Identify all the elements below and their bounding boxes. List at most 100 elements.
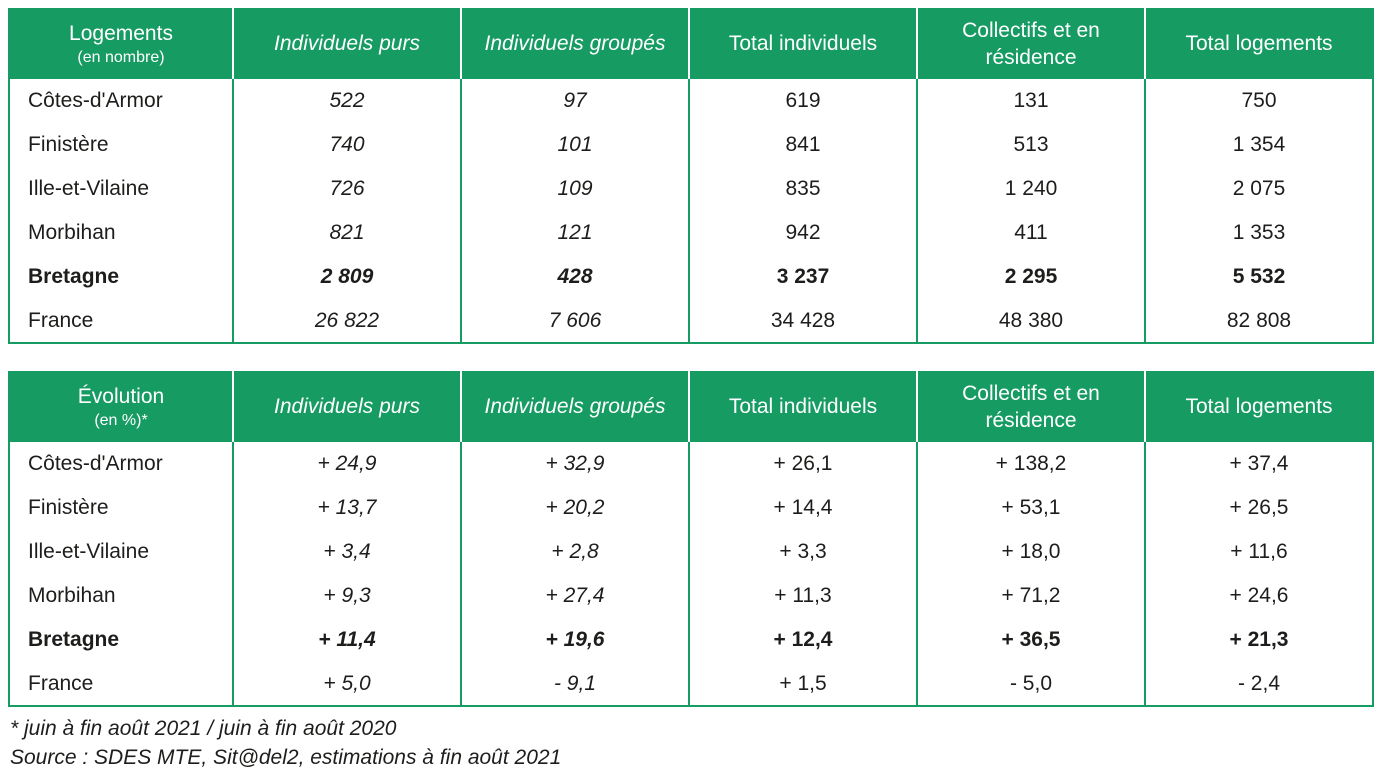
value-cell: + 11,3 — [688, 574, 917, 618]
value-cell: + 32,9 — [460, 442, 689, 486]
value-cell: 34 428 — [688, 299, 917, 343]
value-cell: 1 240 — [916, 167, 1145, 211]
value-cell: + 138,2 — [916, 442, 1145, 486]
value-cell: 101 — [460, 123, 689, 167]
value-cell: 121 — [460, 211, 689, 255]
column-header-individuels-groupes: Individuels groupés — [460, 372, 689, 442]
footnote-period: * juin à fin août 2021 / juin à fin août… — [10, 717, 397, 740]
table-row: France 26 822 7 606 34 428 48 380 82 808 — [9, 299, 1373, 343]
table-row: Ille-et-Vilaine 726 109 835 1 240 2 075 — [9, 167, 1373, 211]
column-header-total-logements: Total logements — [1144, 372, 1373, 442]
value-cell: 109 — [460, 167, 689, 211]
row-label: France — [9, 299, 233, 343]
evolution-table: Évolution (en %)* Individuels purs Indiv… — [8, 371, 1374, 707]
value-cell: + 37,4 — [1144, 442, 1373, 486]
table-row: Ille-et-Vilaine + 3,4 + 2,8 + 3,3 + 18,0… — [9, 530, 1373, 574]
row-label: Bretagne — [9, 255, 233, 299]
value-cell: + 24,6 — [1144, 574, 1373, 618]
value-cell: 513 — [916, 123, 1145, 167]
row-label: France — [9, 662, 233, 706]
row-label: Côtes-d'Armor — [9, 442, 233, 486]
value-cell: + 19,6 — [460, 618, 689, 662]
value-cell: + 14,4 — [688, 486, 917, 530]
row-label: Bretagne — [9, 618, 233, 662]
value-cell: + 36,5 — [916, 618, 1145, 662]
column-header-total-individuels: Total individuels — [688, 372, 917, 442]
table-row: Côtes-d'Armor + 24,9 + 32,9 + 26,1 + 138… — [9, 442, 1373, 486]
value-cell: 1 353 — [1144, 211, 1373, 255]
table-row: Finistère 740 101 841 513 1 354 — [9, 123, 1373, 167]
value-cell: 131 — [916, 79, 1145, 123]
value-cell: 2 075 — [1144, 167, 1373, 211]
value-cell: 82 808 — [1144, 299, 1373, 343]
column-header-individuels-purs: Individuels purs — [232, 9, 461, 79]
value-cell: + 11,4 — [232, 618, 461, 662]
value-cell: 841 — [688, 123, 917, 167]
value-cell: + 13,7 — [232, 486, 461, 530]
row-label: Finistère — [9, 123, 233, 167]
value-cell: 726 — [232, 167, 461, 211]
table-row: Finistère + 13,7 + 20,2 + 14,4 + 53,1 + … — [9, 486, 1373, 530]
row-label: Ille-et-Vilaine — [9, 530, 233, 574]
value-cell: - 9,1 — [460, 662, 689, 706]
column-header-total-logements: Total logements — [1144, 9, 1373, 79]
value-cell: + 9,3 — [232, 574, 461, 618]
column-header-collectifs: Collectifs et en résidence — [916, 9, 1145, 79]
column-header-individuels-groupes: Individuels groupés — [460, 9, 689, 79]
value-cell: + 24,9 — [232, 442, 461, 486]
table-row: France + 5,0 - 9,1 + 1,5 - 5,0 - 2,4 — [9, 662, 1373, 706]
table-row: Morbihan 821 121 942 411 1 353 — [9, 211, 1373, 255]
header-row: Logements (en nombre) Individuels purs I… — [9, 9, 1373, 79]
value-cell: 26 822 — [232, 299, 461, 343]
value-cell: 7 606 — [460, 299, 689, 343]
value-cell: + 27,4 — [460, 574, 689, 618]
value-cell: 522 — [232, 79, 461, 123]
value-cell: 3 237 — [688, 255, 917, 299]
value-cell: + 71,2 — [916, 574, 1145, 618]
value-cell: + 26,1 — [688, 442, 917, 486]
value-cell: 1 354 — [1144, 123, 1373, 167]
value-cell: + 53,1 — [916, 486, 1145, 530]
value-cell: - 5,0 — [916, 662, 1145, 706]
table-subtitle: (en %)* — [94, 411, 148, 429]
table-row-bretagne: Bretagne 2 809 428 3 237 2 295 5 532 — [9, 255, 1373, 299]
table-row-bretagne: Bretagne + 11,4 + 19,6 + 12,4 + 36,5 + 2… — [9, 618, 1373, 662]
value-cell: + 1,5 — [688, 662, 917, 706]
value-cell: + 18,0 — [916, 530, 1145, 574]
value-cell: 428 — [460, 255, 689, 299]
table-subtitle: (en nombre) — [77, 48, 165, 66]
value-cell: + 5,0 — [232, 662, 461, 706]
value-cell: 835 — [688, 167, 917, 211]
table-row: Morbihan + 9,3 + 27,4 + 11,3 + 71,2 + 24… — [9, 574, 1373, 618]
value-cell: 942 — [688, 211, 917, 255]
value-cell: 97 — [460, 79, 689, 123]
value-cell: 740 — [232, 123, 461, 167]
value-cell: 411 — [916, 211, 1145, 255]
value-cell: 2 295 — [916, 255, 1145, 299]
column-header-individuels-purs: Individuels purs — [232, 372, 461, 442]
row-label: Morbihan — [9, 574, 233, 618]
value-cell: + 2,8 — [460, 530, 689, 574]
row-label: Côtes-d'Armor — [9, 79, 233, 123]
table-title-cell: Logements (en nombre) — [9, 9, 233, 79]
value-cell: 5 532 — [1144, 255, 1373, 299]
value-cell: 2 809 — [232, 255, 461, 299]
value-cell: 821 — [232, 211, 461, 255]
column-header-collectifs: Collectifs et en résidence — [916, 372, 1145, 442]
table-row: Côtes-d'Armor 522 97 619 131 750 — [9, 79, 1373, 123]
table-title: Logements — [69, 22, 173, 46]
header-row: Évolution (en %)* Individuels purs Indiv… — [9, 372, 1373, 442]
value-cell: - 2,4 — [1144, 662, 1373, 706]
footnote-source: Source : SDES MTE, Sit@del2, estimations… — [10, 746, 562, 769]
value-cell: + 12,4 — [688, 618, 917, 662]
value-cell: + 3,4 — [232, 530, 461, 574]
value-cell: 750 — [1144, 79, 1373, 123]
value-cell: 48 380 — [916, 299, 1145, 343]
value-cell: + 26,5 — [1144, 486, 1373, 530]
row-label: Finistère — [9, 486, 233, 530]
logements-table: Logements (en nombre) Individuels purs I… — [8, 8, 1374, 344]
value-cell: + 3,3 — [688, 530, 917, 574]
value-cell: 619 — [688, 79, 917, 123]
footnotes: * juin à fin août 2021 / juin à fin août… — [8, 714, 1372, 772]
